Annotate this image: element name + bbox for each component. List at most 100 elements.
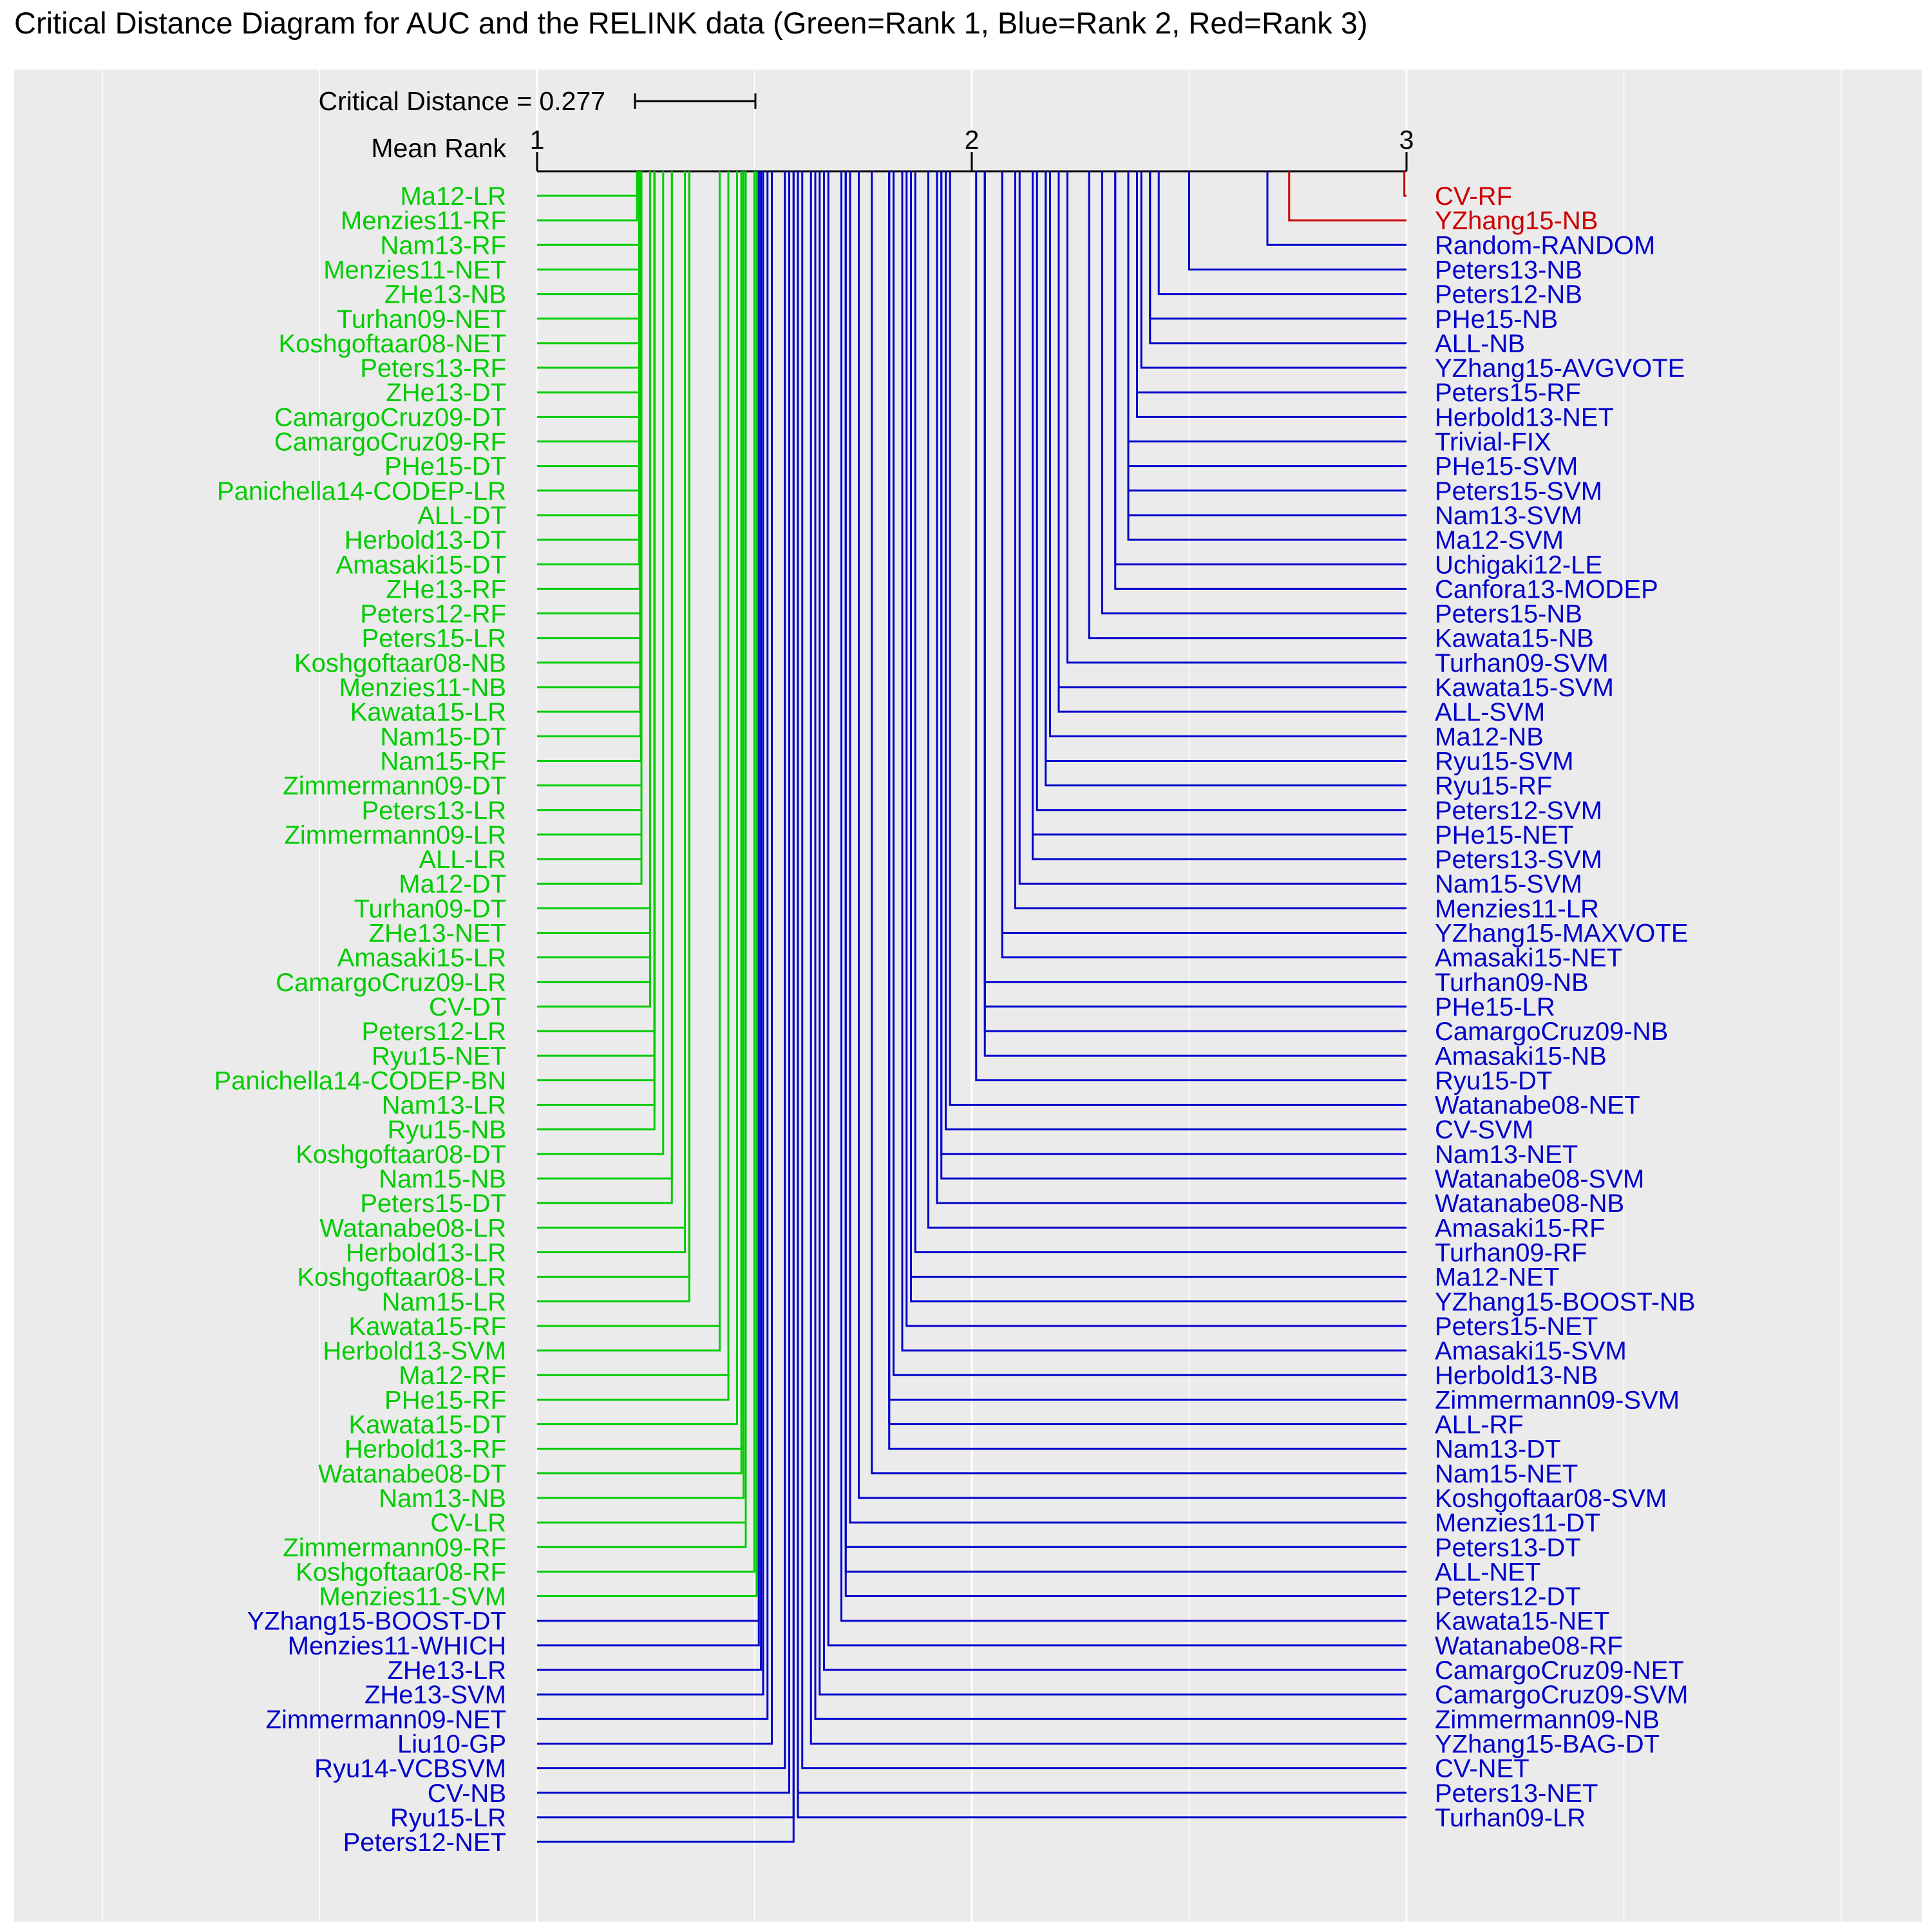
method-label: Nam15-DT bbox=[380, 723, 506, 751]
connector-line bbox=[1266, 171, 1406, 246]
method-label: Zimmermann09-LR bbox=[284, 821, 506, 849]
method-label: Peters15-LR bbox=[361, 625, 506, 653]
connector-line bbox=[537, 171, 773, 1745]
connector-line bbox=[537, 171, 743, 1475]
method-label: Herbold13-RF bbox=[345, 1435, 506, 1464]
method-label: ZHe13-RF bbox=[386, 575, 506, 603]
method-label: Zimmermann09-DT bbox=[283, 772, 506, 800]
method-label: CamargoCruz09-NB bbox=[1435, 1018, 1668, 1046]
method-label: Ryu15-RF bbox=[1435, 772, 1552, 800]
method-label: Watanabe08-LR bbox=[319, 1214, 506, 1242]
connector-line bbox=[1127, 171, 1406, 541]
method-label: YZhang15-BOOST-NB bbox=[1435, 1288, 1696, 1316]
method-label: CamargoCruz09-RF bbox=[274, 428, 506, 457]
method-label: Panichella14-CODEP-BN bbox=[214, 1066, 506, 1095]
connector-line bbox=[893, 171, 1406, 1376]
method-label: CV-LR bbox=[430, 1509, 506, 1537]
method-label: Nam15-LR bbox=[382, 1288, 506, 1316]
connector-line bbox=[1149, 171, 1406, 345]
connector-line bbox=[1114, 171, 1406, 590]
connector-line bbox=[844, 171, 1406, 1598]
method-label: Koshgoftaar08-DT bbox=[296, 1141, 506, 1169]
method-label: ZHe13-NET bbox=[369, 920, 506, 948]
method-label: ZHe13-LR bbox=[387, 1656, 506, 1685]
method-label: Nam15-SVM bbox=[1435, 870, 1582, 898]
method-label: Panichella14-CODEP-LR bbox=[217, 477, 506, 506]
method-label: Nam13-NET bbox=[1435, 1141, 1578, 1169]
method-label: Ma12-SVM bbox=[1435, 526, 1564, 554]
connector-line bbox=[1288, 171, 1406, 222]
method-label: Peters15-SVM bbox=[1435, 477, 1602, 506]
method-label: Liu10-GP bbox=[397, 1730, 506, 1758]
method-label: Herbold13-SVM bbox=[323, 1337, 506, 1365]
connector-line bbox=[1014, 171, 1406, 909]
method-label: Turhan09-DT bbox=[354, 895, 506, 923]
method-label: PHe15-RF bbox=[384, 1386, 506, 1414]
connector-line bbox=[823, 171, 1406, 1671]
connector-line bbox=[888, 171, 1406, 1450]
tick-label: 2 bbox=[965, 125, 980, 155]
method-label: Nam13-LR bbox=[382, 1092, 506, 1120]
connector-line bbox=[936, 171, 1406, 1204]
method-label: CV-NET bbox=[1435, 1755, 1530, 1783]
method-label: YZhang15-AVGVOTE bbox=[1435, 354, 1685, 383]
method-label: Kawata15-DT bbox=[348, 1411, 506, 1439]
connector-line bbox=[1066, 171, 1406, 664]
connector-line bbox=[1057, 171, 1406, 713]
connector-line bbox=[849, 171, 1406, 1524]
method-label: ZHe13-SVM bbox=[365, 1681, 506, 1709]
chart-title: Critical Distance Diagram for AUC and th… bbox=[14, 6, 1368, 40]
method-label: YZhang15-BAG-DT bbox=[1435, 1730, 1660, 1758]
method-label: Amasaki15-LR bbox=[337, 944, 506, 972]
method-label: Amasaki15-DT bbox=[336, 551, 506, 579]
connector-line bbox=[983, 171, 1406, 1057]
connector-line bbox=[537, 171, 651, 1008]
method-label: CamargoCruz09-NET bbox=[1435, 1656, 1684, 1685]
method-label: Ma12-RF bbox=[399, 1361, 506, 1390]
method-label: Peters12-NB bbox=[1435, 281, 1582, 309]
method-label: Turhan09-LR bbox=[1435, 1804, 1586, 1832]
connector-line bbox=[871, 171, 1406, 1475]
connector-line bbox=[927, 171, 1406, 1229]
method-label: Menzies11-RF bbox=[341, 207, 506, 235]
method-label: PHe15-NET bbox=[1435, 821, 1574, 849]
connector-line bbox=[1101, 171, 1406, 615]
method-label: Menzies11-NET bbox=[323, 256, 506, 284]
method-label: Nam15-RF bbox=[380, 747, 506, 775]
method-label: Peters13-NET bbox=[1435, 1779, 1598, 1808]
method-label: Nam15-NET bbox=[1435, 1460, 1578, 1488]
method-label: Herbold13-LR bbox=[346, 1238, 506, 1267]
method-label: Zimmermann09-NB bbox=[1435, 1705, 1660, 1734]
connector-line bbox=[537, 171, 755, 1573]
connector-line bbox=[1136, 171, 1406, 418]
connector-line bbox=[797, 171, 1406, 1819]
method-label: Zimmermann09-SVM bbox=[1435, 1386, 1680, 1414]
method-label: Menzies11-WHICH bbox=[288, 1632, 506, 1660]
method-label: Watanabe08-RF bbox=[1435, 1632, 1623, 1660]
connector-line bbox=[1157, 171, 1406, 296]
connector-line bbox=[537, 171, 673, 1204]
connector-line bbox=[1140, 171, 1406, 369]
connector-line bbox=[537, 171, 656, 1131]
connector-line bbox=[537, 171, 721, 1352]
connector-line bbox=[975, 171, 1406, 1081]
method-label: Watanabe08-DT bbox=[318, 1460, 506, 1488]
method-label: Kawata15-NET bbox=[1435, 1607, 1609, 1636]
method-label: ALL-DT bbox=[417, 502, 506, 530]
connector-line bbox=[1036, 171, 1406, 811]
method-label: Ryu15-LR bbox=[390, 1804, 506, 1832]
method-label: Turhan09-NB bbox=[1435, 969, 1589, 997]
method-label: Menzies11-DT bbox=[1435, 1509, 1600, 1537]
method-label: YZhang15-BOOST-DT bbox=[247, 1607, 506, 1636]
method-label: Peters12-DT bbox=[1435, 1583, 1581, 1611]
method-label: Watanabe08-NET bbox=[1435, 1092, 1640, 1120]
tick-label: 3 bbox=[1399, 125, 1414, 155]
method-label: Herbold13-DT bbox=[345, 526, 506, 554]
connector-line bbox=[840, 171, 1406, 1622]
method-label: Zimmermann09-NET bbox=[266, 1705, 506, 1734]
method-label: Nam13-DT bbox=[1435, 1435, 1561, 1464]
connector-line bbox=[1032, 171, 1406, 860]
method-label: Ryu15-NET bbox=[372, 1042, 506, 1070]
method-label: Nam13-SVM bbox=[1435, 502, 1582, 530]
connector-line bbox=[537, 171, 747, 1548]
